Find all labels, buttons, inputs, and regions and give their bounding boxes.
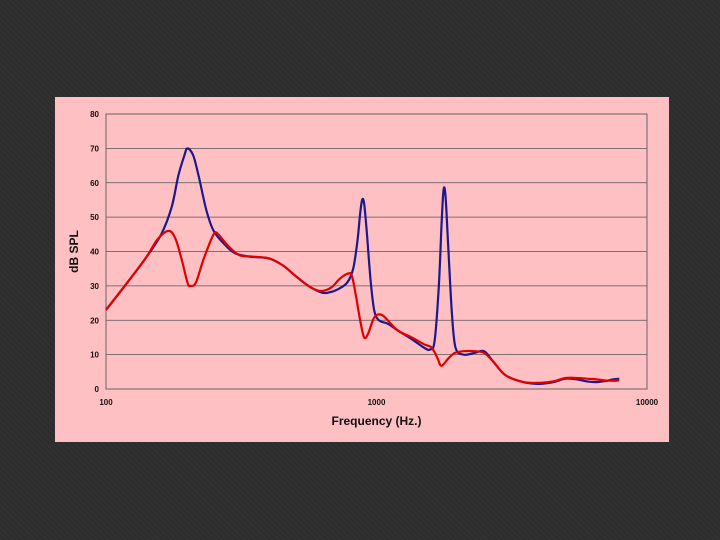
chart-panel: 0 10 20 30 40 50 60 70 80 100 1000 10000 Frequency … xyxy=(55,97,669,442)
y-tick-label: 30 xyxy=(90,282,99,291)
y-tick-label: 50 xyxy=(90,213,99,222)
y-tick-label: 10 xyxy=(90,351,99,360)
series-lines xyxy=(105,147,620,385)
x-axis-title: Frequency (Hz.) xyxy=(331,414,421,428)
y-tick-label: 80 xyxy=(90,110,99,119)
frequency-response-chart: 0 10 20 30 40 50 60 70 80 100 1000 10000 Frequency … xyxy=(67,110,659,428)
grid-lines xyxy=(106,113,647,390)
y-tick-label: 0 xyxy=(95,385,100,394)
y-axis-title: dB SPL xyxy=(67,230,81,273)
x-tick-label: 10000 xyxy=(636,398,659,407)
series-line-2 xyxy=(105,229,620,385)
x-tick-label: 1000 xyxy=(368,398,386,407)
x-tick-label: 100 xyxy=(99,398,113,407)
y-tick-label: 40 xyxy=(90,248,99,257)
tick-labels: 0 10 20 30 40 50 60 70 80 100 1000 10000 xyxy=(90,110,659,407)
plot-frame xyxy=(105,113,648,390)
y-tick-label: 70 xyxy=(90,144,99,153)
y-tick-label: 60 xyxy=(90,179,99,188)
y-tick-label: 20 xyxy=(90,316,99,325)
